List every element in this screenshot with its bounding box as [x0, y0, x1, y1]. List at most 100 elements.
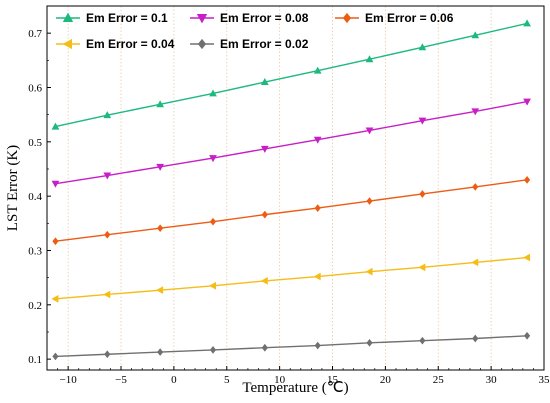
- data-point: [472, 334, 479, 343]
- data-point: [104, 350, 111, 359]
- x-tick-label: 15: [327, 374, 339, 386]
- data-point: [314, 204, 321, 212]
- series-line: [55, 335, 528, 358]
- data-point: [418, 117, 427, 125]
- legend-label: Em Error = 0.1: [86, 11, 168, 25]
- data-point: [51, 294, 59, 303]
- legend-item: Em Error = 0.02: [190, 37, 309, 51]
- x-tick-label: 0: [171, 374, 177, 386]
- data-point: [366, 197, 373, 205]
- series-line: [55, 22, 528, 128]
- legend-label: Em Error = 0.04: [86, 37, 175, 51]
- data-point: [156, 286, 164, 295]
- data-point: [471, 258, 479, 267]
- data-point: [419, 336, 426, 345]
- data-point: [523, 19, 531, 27]
- data-point: [196, 14, 208, 24]
- y-tick-label: 0.3: [28, 245, 42, 257]
- data-point: [313, 272, 321, 281]
- x-tick-label: 5: [224, 374, 230, 386]
- series-em-error-0-08: [51, 98, 531, 188]
- y-tick-label: 0.7: [28, 28, 42, 40]
- x-axis-title: Temperature (℃): [242, 380, 348, 396]
- data-point: [472, 183, 479, 191]
- data-point: [62, 38, 72, 50]
- series-line: [55, 100, 528, 185]
- y-tick-label: 0.2: [28, 300, 42, 312]
- data-point: [260, 277, 268, 285]
- data-point: [314, 341, 321, 350]
- x-tick-label: 10: [274, 374, 286, 386]
- data-point: [419, 190, 426, 198]
- y-tick-label: 0.6: [28, 82, 42, 94]
- series-line: [55, 179, 528, 242]
- x-tick-label: 35: [539, 374, 550, 386]
- data-point: [365, 127, 374, 135]
- data-point: [523, 253, 531, 262]
- x-tick-label: 30: [486, 374, 498, 386]
- data-point: [366, 338, 373, 347]
- data-point: [51, 180, 60, 188]
- x-tick-label: 20: [380, 374, 392, 386]
- data-point: [471, 31, 480, 39]
- data-point: [261, 343, 268, 352]
- data-point: [342, 12, 352, 24]
- data-point: [157, 224, 164, 233]
- data-point: [52, 237, 59, 246]
- legend-label: Em Error = 0.06: [365, 11, 454, 25]
- data-point: [418, 43, 427, 51]
- data-point: [524, 176, 531, 184]
- plot-frame: [46, 5, 545, 371]
- legend-item: Em Error = 0.06: [335, 11, 454, 25]
- y-tick-label: 0.1: [28, 354, 42, 366]
- series-em-error-0-04: [51, 253, 531, 303]
- legend-item: Em Error = 0.1: [56, 11, 168, 25]
- grid-lines: [67, 6, 492, 370]
- data-point: [260, 78, 269, 86]
- data-point: [313, 136, 322, 144]
- series-group: [51, 19, 531, 361]
- y-axis-title: LST Error (K): [5, 145, 21, 231]
- data-point: [313, 66, 322, 74]
- data-point: [471, 108, 480, 116]
- data-point: [156, 163, 165, 171]
- data-point: [208, 281, 216, 290]
- data-point: [197, 38, 207, 50]
- data-point: [260, 145, 269, 153]
- data-point: [103, 290, 111, 299]
- data-point: [209, 346, 217, 354]
- data-point: [103, 172, 112, 180]
- legend-label: Em Error = 0.02: [220, 37, 309, 51]
- data-point: [209, 155, 217, 163]
- legend: Em Error = 0.1 Em Error = 0.08 Em Error = …: [56, 11, 454, 51]
- series-em-error-0-02: [52, 331, 531, 361]
- axis-ticks: −10 −5 0 5 10 15 20 25 30 35 0.1 0.2 0.3 0.4 0.5 0.6 0.7: [28, 5, 550, 386]
- x-tick-label: −10: [60, 374, 78, 386]
- data-point: [209, 89, 217, 97]
- data-point: [365, 55, 374, 63]
- data-point: [103, 111, 112, 119]
- series-em-error-0-1: [51, 19, 531, 130]
- y-tick-label: 0.4: [28, 191, 42, 203]
- data-point: [104, 230, 111, 239]
- data-point: [418, 263, 426, 272]
- series-line: [55, 256, 528, 300]
- data-point: [524, 331, 531, 340]
- data-point: [62, 12, 74, 22]
- data-point: [51, 122, 60, 130]
- legend-label: Em Error = 0.08: [220, 11, 309, 25]
- y-tick-label: 0.5: [28, 137, 42, 149]
- data-point: [209, 217, 217, 226]
- data-point: [156, 100, 165, 108]
- x-tick-label: −5: [115, 374, 127, 386]
- data-point: [157, 348, 164, 356]
- x-tick-label: 25: [433, 374, 445, 386]
- legend-item: Em Error = 0.04: [56, 37, 175, 51]
- legend-item: Em Error = 0.08: [190, 11, 309, 25]
- data-point: [261, 210, 268, 219]
- series-em-error-0-06: [52, 176, 531, 246]
- data-point: [365, 267, 373, 276]
- data-point: [523, 98, 531, 106]
- data-point: [52, 352, 59, 361]
